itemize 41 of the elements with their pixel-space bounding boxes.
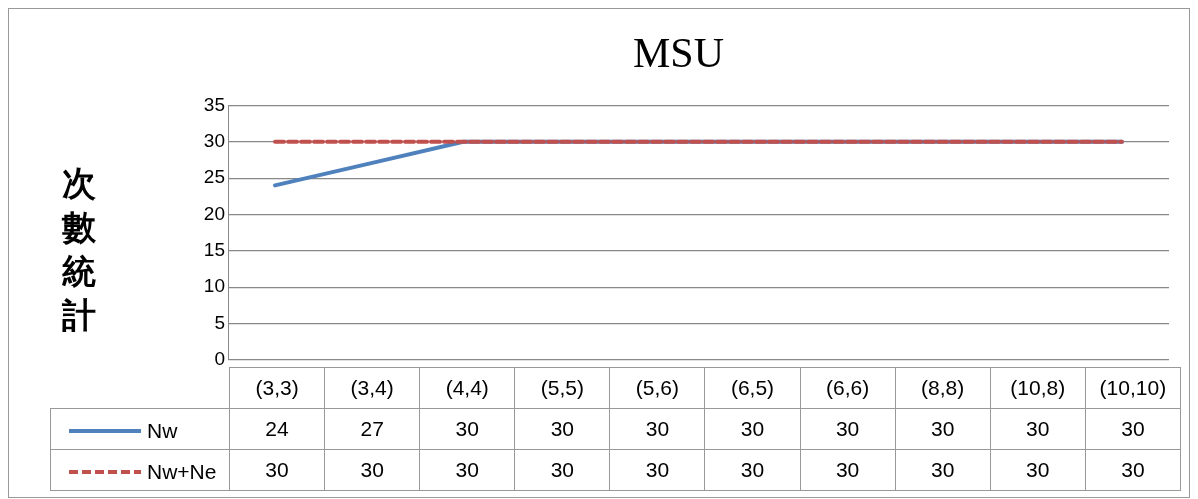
data-label: 30 xyxy=(800,449,896,491)
legend-label: Nw+Ne xyxy=(147,460,217,484)
data-label: 30 xyxy=(1085,408,1181,450)
x-tick-label: (8,8) xyxy=(895,367,991,409)
x-tick-label: (4,4) xyxy=(419,367,515,409)
x-tick-label: (3,3) xyxy=(229,367,325,409)
x-tick-label: (10,8) xyxy=(990,367,1086,409)
data-label: 30 xyxy=(895,449,991,491)
x-tick-label: (5,6) xyxy=(609,367,705,409)
x-tick-label: (6,5) xyxy=(704,367,801,409)
data-label: 30 xyxy=(1085,449,1181,491)
y-tick-label: 15 xyxy=(203,239,225,261)
data-label: 30 xyxy=(895,408,991,450)
legend-label: Nw xyxy=(147,419,178,443)
data-label: 24 xyxy=(229,408,325,450)
y-tick-label: 0 xyxy=(214,348,225,370)
data-label: 30 xyxy=(990,449,1086,491)
y-tick-label: 30 xyxy=(203,130,225,152)
data-label: 30 xyxy=(419,408,515,450)
x-tick-label: (10,10) xyxy=(1085,367,1181,409)
data-label: 30 xyxy=(419,449,515,491)
data-label: 30 xyxy=(800,408,896,450)
data-label: 27 xyxy=(324,408,420,450)
data-label: 30 xyxy=(704,408,801,450)
data-label: 30 xyxy=(609,408,705,450)
data-label: 30 xyxy=(609,449,705,491)
x-tick-label: (6,6) xyxy=(800,367,896,409)
x-tick-label: (3,4) xyxy=(324,367,420,409)
y-tick-label: 10 xyxy=(203,275,225,297)
data-label: 30 xyxy=(704,449,801,491)
data-label: 30 xyxy=(514,449,610,491)
y-tick-label: 5 xyxy=(214,311,225,333)
x-tick-label: (5,5) xyxy=(514,367,610,409)
chart-title: MSU xyxy=(632,30,725,77)
y-tick-label: 20 xyxy=(203,202,225,224)
y-tick-label: 35 xyxy=(203,93,225,115)
data-label: 30 xyxy=(990,408,1086,450)
y-tick-label: 25 xyxy=(203,166,225,188)
data-label: 30 xyxy=(324,449,420,491)
y-axis-title: 次數統計 xyxy=(60,162,97,337)
data-label: 30 xyxy=(514,408,610,450)
